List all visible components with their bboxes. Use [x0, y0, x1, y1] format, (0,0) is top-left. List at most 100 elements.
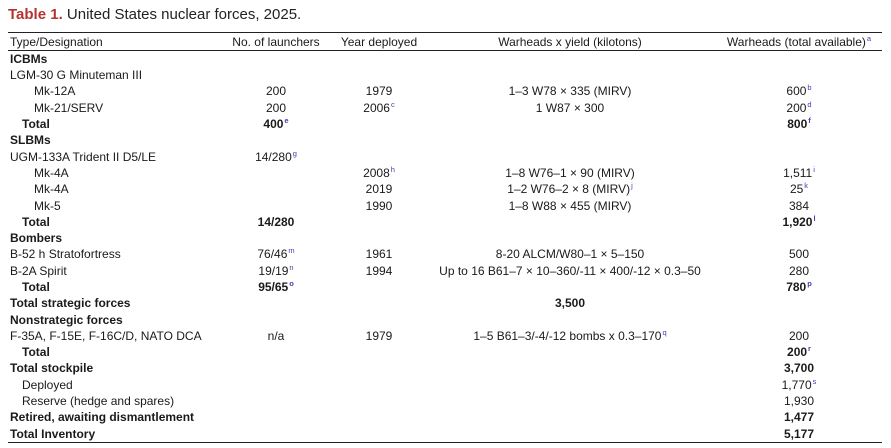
- cell-warheads-total: 384: [788, 198, 810, 213]
- cell-warheads-total: 600b: [786, 83, 812, 99]
- section-row: ICBMs: [8, 51, 882, 68]
- table-caption-label: Table 1.: [8, 6, 63, 23]
- footnote-marker: p: [807, 279, 812, 288]
- footnote-marker: c: [390, 99, 395, 109]
- header-row: Type/Designation No. of launchers Year dep…: [8, 32, 882, 51]
- cell-warheads-total: [716, 51, 882, 68]
- cell-warheads-total: [716, 311, 882, 327]
- section-row: Nonstrategic forces: [8, 311, 882, 327]
- cell-warheads-total: 200d: [786, 99, 812, 115]
- cell-warheads-yield: [424, 67, 716, 83]
- cell-type: Nonstrategic forces: [10, 312, 123, 327]
- cell-type: Mk-12A: [34, 84, 76, 99]
- cell-type: Reserve (hedge and spares): [22, 394, 175, 409]
- cell-type: LGM-30 G Minuteman III: [10, 68, 143, 83]
- cell-year: 1979: [365, 84, 393, 99]
- table-caption: Table 1. United States nuclear forces, 2…: [8, 5, 301, 25]
- cell-type: Total: [22, 117, 50, 132]
- cell-year: [334, 132, 424, 148]
- cell-warheads-total: 780p: [786, 279, 812, 294]
- cell-year: [334, 344, 424, 360]
- cell-warheads-yield: [424, 344, 716, 360]
- cell-type: Total: [22, 214, 50, 229]
- cell-type: UGM-133A Trident II D5/LE: [10, 149, 157, 164]
- cell-year: [334, 360, 424, 376]
- table-row: LGM-30 G Minuteman III: [8, 67, 882, 83]
- column-header-warheads-yield: Warheads x yield (kilotons): [424, 32, 716, 51]
- cell-type: Total strategic forces: [10, 296, 131, 311]
- footnote-marker: k: [804, 181, 809, 191]
- cell-launchers: [218, 197, 334, 213]
- cell-warheads-yield: [424, 132, 716, 148]
- cell-type: Mk-4A: [34, 165, 69, 180]
- nuclear-forces-table: Type/Designation No. of launchers Year dep…: [8, 32, 882, 443]
- cell-year: [334, 279, 424, 295]
- cell-type: Bombers: [10, 231, 63, 246]
- cell-warheads-total: 200r: [787, 344, 811, 360]
- footnote-marker: d: [807, 99, 812, 109]
- cell-year: 1979: [365, 328, 393, 343]
- footnote-marker: l: [813, 213, 816, 223]
- cell-warheads-yield: 1–3 W78 × 335 (MIRV): [508, 84, 632, 99]
- cell-launchers: 200: [265, 84, 287, 99]
- cell-warheads-total: 800f: [787, 116, 811, 132]
- footnote-marker: r: [808, 344, 811, 354]
- cell-type: ICBMs: [10, 52, 48, 66]
- cell-warheads-yield: [424, 279, 716, 295]
- cell-warheads-yield: 1–2 W76–2 × 8 (MIRV)j: [507, 181, 633, 197]
- cell-type: Total Inventory: [8, 425, 218, 443]
- cell-launchers: [218, 425, 334, 443]
- cell-year: [334, 230, 424, 246]
- table-row: Mk-5 1990 1–8 W88 × 455 (MIRV) 384: [8, 197, 882, 213]
- table-header: Type/Designation No. of launchers Year dep…: [8, 32, 882, 51]
- footnote-marker: b: [807, 83, 812, 93]
- column-header-type: Type/Designation: [8, 32, 218, 51]
- total-row: Total 14/280 1,920l: [8, 214, 882, 230]
- cell-warheads-yield: [424, 116, 716, 132]
- cell-warheads-total: [716, 132, 882, 148]
- cell-type: Mk-4A: [34, 182, 69, 197]
- footnote-marker: m: [288, 246, 295, 256]
- footnote-marker: i: [813, 164, 815, 174]
- cell-launchers: 200: [265, 100, 287, 115]
- footnote-marker: e: [284, 116, 289, 126]
- table-row: Deployed 1,770s: [8, 377, 882, 393]
- cell-launchers: 95/65o: [258, 279, 294, 294]
- cell-warheads-total: 1,477: [783, 410, 815, 425]
- cell-launchers: [218, 165, 334, 181]
- cell-launchers: [218, 311, 334, 327]
- cell-warheads-yield: 1–8 W76–1 × 90 (MIRV): [505, 165, 635, 180]
- cell-year: 2008h: [363, 164, 395, 180]
- cell-year: 2019: [365, 182, 393, 197]
- table-row: Mk-21/SERV 200 2006c 1 W87 × 300 200d: [8, 100, 882, 116]
- section-row: Total stockpile 3,700: [8, 360, 882, 376]
- cell-warheads-total: [716, 148, 882, 164]
- cell-warheads-total: 200: [788, 328, 810, 343]
- table-row: Mk-4A 2019 1–2 W76–2 × 8 (MIRV)j 25k: [8, 181, 882, 197]
- cell-year: 1990: [365, 198, 393, 213]
- cell-launchers: [218, 295, 334, 311]
- cell-launchers: [218, 344, 334, 360]
- cell-year: [334, 51, 424, 68]
- cell-warheads-yield: [424, 393, 716, 409]
- section-row: Bombers: [8, 230, 882, 246]
- cell-warheads-yield: [424, 311, 716, 327]
- cell-year: 1994: [365, 263, 393, 278]
- cell-warheads-yield: [424, 51, 716, 68]
- cell-launchers: 14/280: [257, 214, 295, 229]
- footnote-marker: s: [812, 376, 817, 386]
- table-row: Mk-12A 200 1979 1–3 W78 × 335 (MIRV) 600b: [8, 83, 882, 99]
- cell-type: Mk-5: [34, 198, 61, 213]
- column-header-warheads-total: Warheads (total available)a: [716, 32, 882, 51]
- cell-warheads-yield: 1–8 W88 × 455 (MIRV): [508, 198, 632, 213]
- cell-warheads-yield: [424, 377, 716, 393]
- cell-year: [334, 67, 424, 83]
- table-row: UGM-133A Trident II D5/LE 14/280g: [8, 148, 882, 164]
- cell-warheads-total: [716, 230, 882, 246]
- cell-warheads-yield: Up to 16 B61–7 × 10–360/-11 × 400/-12 × …: [439, 263, 701, 278]
- cell-warheads-total: 500: [788, 247, 810, 262]
- section-row: Total Inventory 5,177: [8, 425, 882, 443]
- cell-year: [334, 295, 424, 311]
- cell-type: Total stockpile: [10, 361, 94, 376]
- cell-warheads-total: 3,700: [783, 361, 815, 376]
